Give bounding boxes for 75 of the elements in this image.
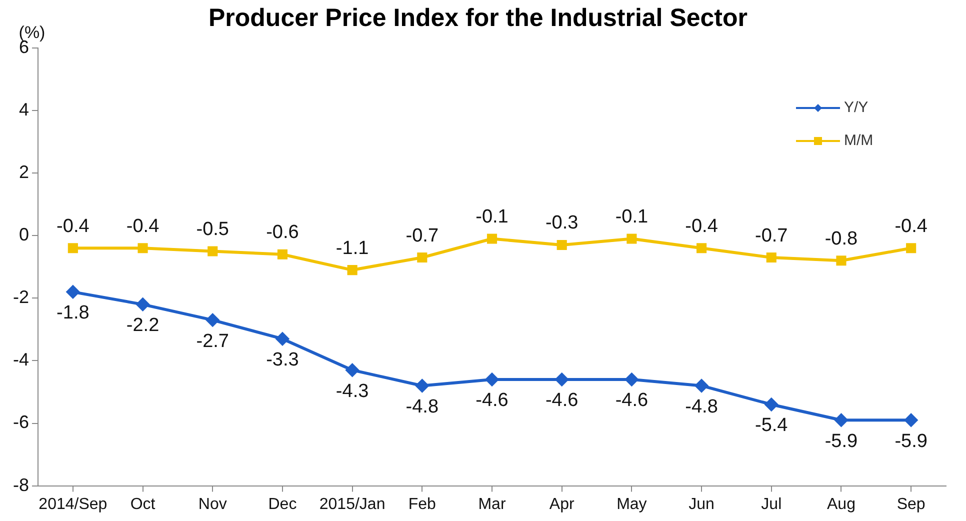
x-tick-label: Jun	[688, 496, 714, 513]
y-tick-label: -8	[12, 474, 30, 495]
y-tick-label: 0	[18, 224, 30, 245]
point	[696, 243, 707, 254]
data-label: -4.6	[476, 390, 508, 412]
point	[834, 414, 848, 427]
data-label: -1.1	[336, 238, 369, 259]
y-tick-label: -4	[12, 350, 30, 370]
point	[138, 243, 148, 254]
data-label: -3.3	[266, 350, 299, 371]
data-label: -4.3	[336, 380, 369, 402]
x-tick-label: Sep	[896, 496, 926, 513]
data-label: -0.7	[755, 225, 788, 246]
x-tick-label: Dec	[268, 496, 297, 513]
point	[206, 314, 220, 327]
point	[136, 298, 150, 311]
data-label: -5.9	[824, 430, 858, 452]
data-label: -2.2	[126, 315, 160, 336]
x-tick-label: Jul	[761, 496, 782, 513]
data-label: -0.4	[685, 216, 718, 237]
point	[766, 252, 776, 263]
data-label: -0.1	[476, 206, 508, 228]
point	[417, 252, 428, 263]
data-label: -1.8	[56, 302, 90, 324]
point	[416, 379, 429, 392]
point	[68, 243, 78, 254]
x-tick-label: May	[616, 496, 647, 513]
point	[66, 285, 80, 298]
x-tick-label: Nov	[198, 496, 227, 513]
data-label: -0.4	[126, 216, 160, 237]
y-tick-label: 2	[18, 162, 30, 182]
point	[347, 264, 358, 276]
y-tick-label: -6	[12, 412, 30, 432]
data-label: -4.8	[685, 396, 718, 418]
point	[346, 364, 359, 377]
point	[556, 240, 567, 250]
data-label: -0.4	[56, 216, 90, 237]
y-tick-label: -2	[12, 287, 30, 308]
x-tick-label: Mar	[478, 496, 506, 513]
point	[555, 372, 568, 386]
data-label: -5.4	[755, 415, 788, 436]
data-label: -2.7	[196, 330, 229, 352]
point	[276, 332, 289, 346]
data-label: -0.8	[824, 228, 858, 250]
point	[764, 398, 778, 411]
x-tick-label: Aug	[826, 496, 856, 513]
legend-label: Y/Y	[844, 99, 868, 116]
legend-label: M/M	[844, 132, 874, 150]
data-label: -0.3	[545, 212, 578, 234]
x-tick-label: Oct	[130, 496, 156, 513]
x-tick-label: 2015/Jan	[319, 496, 386, 513]
point	[486, 234, 498, 244]
point	[904, 414, 918, 427]
point	[208, 246, 218, 256]
data-label: -4.6	[615, 390, 648, 412]
point	[277, 249, 288, 260]
data-label: -4.8	[406, 396, 439, 418]
data-label: -0.5	[196, 219, 229, 240]
chart-title: Producer Price Index for the Industrial Sector	[208, 4, 748, 32]
data-label: -0.6	[266, 222, 299, 244]
y-tick-label: 4	[18, 100, 30, 120]
point	[626, 234, 637, 244]
data-label: -4.6	[545, 390, 578, 412]
x-tick-label: Feb	[408, 496, 436, 513]
point	[625, 372, 638, 386]
data-label: -5.9	[894, 430, 928, 452]
data-label: -0.4	[894, 216, 928, 237]
x-tick-label: Apr	[549, 496, 575, 513]
point	[906, 243, 916, 254]
x-tick-label: 2014/Sep	[38, 496, 108, 513]
point	[486, 372, 499, 386]
point	[836, 256, 846, 266]
data-label: -0.7	[406, 225, 439, 246]
point	[695, 379, 708, 392]
data-label: -0.1	[615, 206, 648, 228]
